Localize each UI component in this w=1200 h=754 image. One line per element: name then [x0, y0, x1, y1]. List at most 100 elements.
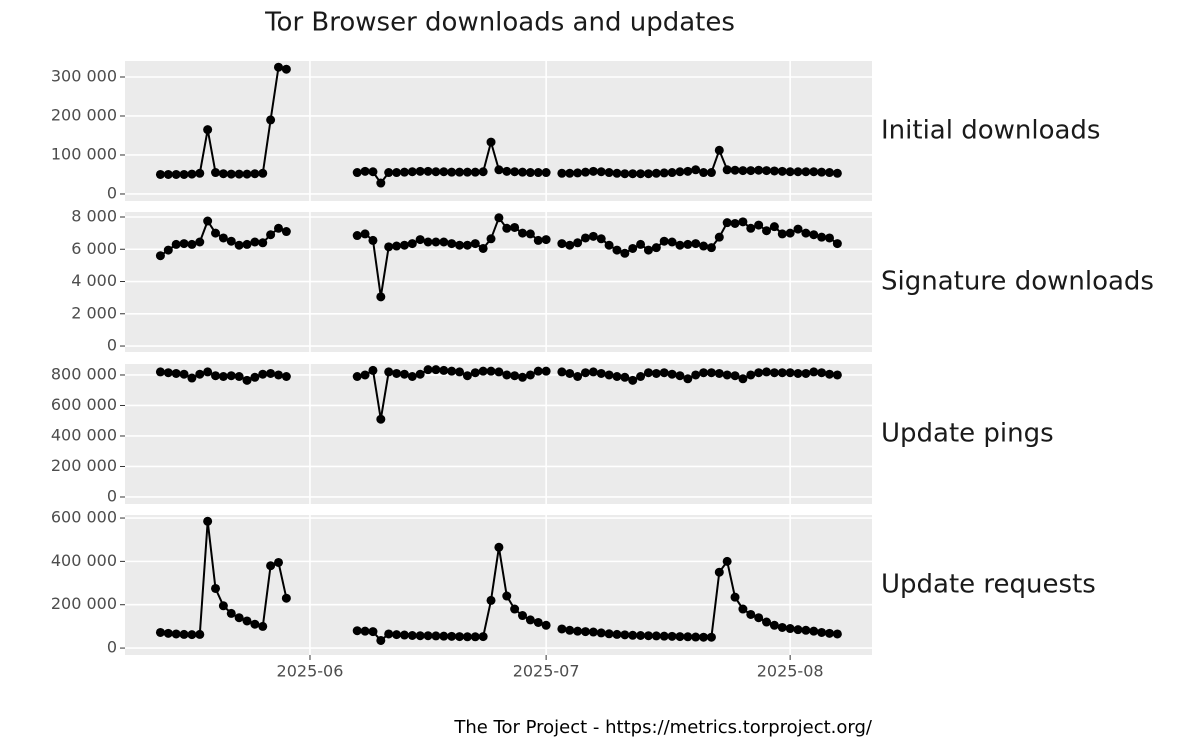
- point: [604, 168, 614, 178]
- point: [628, 243, 638, 253]
- point: [431, 365, 441, 375]
- point: [486, 366, 496, 376]
- point: [525, 615, 535, 625]
- point: [218, 372, 228, 382]
- point: [769, 620, 779, 630]
- point: [266, 115, 276, 125]
- point: [281, 227, 291, 237]
- point: [407, 239, 417, 249]
- point: [557, 367, 567, 377]
- point: [171, 239, 181, 249]
- facet-label: Update requests: [881, 570, 1096, 600]
- point: [580, 368, 590, 378]
- point: [258, 238, 268, 248]
- point: [659, 168, 669, 178]
- point: [604, 629, 614, 639]
- point: [754, 220, 764, 230]
- point: [785, 228, 795, 238]
- point: [683, 166, 693, 176]
- point: [620, 248, 630, 258]
- point: [824, 369, 834, 379]
- panel-background: [125, 61, 872, 201]
- point: [179, 239, 189, 249]
- point: [525, 168, 535, 178]
- point: [250, 237, 260, 247]
- point: [675, 371, 685, 381]
- point: [195, 369, 205, 379]
- point: [518, 372, 528, 382]
- point: [392, 630, 402, 640]
- point: [211, 583, 221, 593]
- y-tick-label: 300 000: [51, 66, 117, 85]
- point: [415, 235, 425, 245]
- point: [651, 168, 661, 178]
- point: [163, 245, 173, 255]
- point: [541, 366, 551, 376]
- point: [785, 624, 795, 634]
- point: [226, 371, 236, 381]
- point: [211, 168, 221, 178]
- point: [722, 370, 732, 380]
- point: [714, 567, 724, 577]
- point: [187, 373, 197, 383]
- point: [179, 629, 189, 639]
- point: [699, 241, 709, 251]
- point: [785, 167, 795, 177]
- x-tick-label: 2025-06: [277, 662, 344, 681]
- point: [746, 609, 756, 619]
- point: [486, 595, 496, 605]
- point: [596, 167, 606, 177]
- point: [234, 240, 244, 250]
- point: [659, 368, 669, 378]
- y-tick-label: 0: [107, 183, 117, 202]
- point: [258, 621, 268, 631]
- point: [754, 368, 764, 378]
- point: [777, 166, 787, 176]
- panel-background: [125, 515, 872, 655]
- point: [762, 367, 772, 377]
- point: [415, 369, 425, 379]
- point: [580, 627, 590, 637]
- point: [368, 167, 378, 177]
- point: [250, 619, 260, 629]
- point: [273, 557, 283, 567]
- point: [250, 372, 260, 382]
- point: [541, 168, 551, 178]
- point: [439, 631, 449, 641]
- point: [352, 231, 362, 241]
- point: [273, 223, 283, 233]
- point: [203, 367, 213, 377]
- point: [730, 371, 740, 381]
- point: [557, 239, 567, 249]
- point: [628, 375, 638, 385]
- point: [596, 234, 606, 244]
- point: [250, 169, 260, 179]
- point: [494, 542, 504, 552]
- point: [462, 632, 472, 642]
- point: [809, 367, 819, 377]
- point: [667, 631, 677, 641]
- point: [596, 368, 606, 378]
- point: [612, 372, 622, 382]
- point: [502, 591, 512, 601]
- point: [769, 166, 779, 176]
- point: [746, 166, 756, 176]
- y-tick-label: 400 000: [51, 425, 117, 444]
- point: [557, 624, 567, 634]
- point: [777, 622, 787, 632]
- y-tick-label: 0: [107, 638, 117, 657]
- y-tick-label: 600 000: [51, 395, 117, 414]
- point: [714, 368, 724, 378]
- point: [494, 165, 504, 175]
- point: [793, 625, 803, 635]
- point: [368, 365, 378, 375]
- point: [832, 239, 842, 249]
- point: [455, 167, 465, 177]
- point: [376, 178, 386, 188]
- point: [636, 239, 646, 249]
- point: [179, 369, 189, 379]
- point: [226, 169, 236, 179]
- point: [494, 213, 504, 223]
- point: [234, 372, 244, 382]
